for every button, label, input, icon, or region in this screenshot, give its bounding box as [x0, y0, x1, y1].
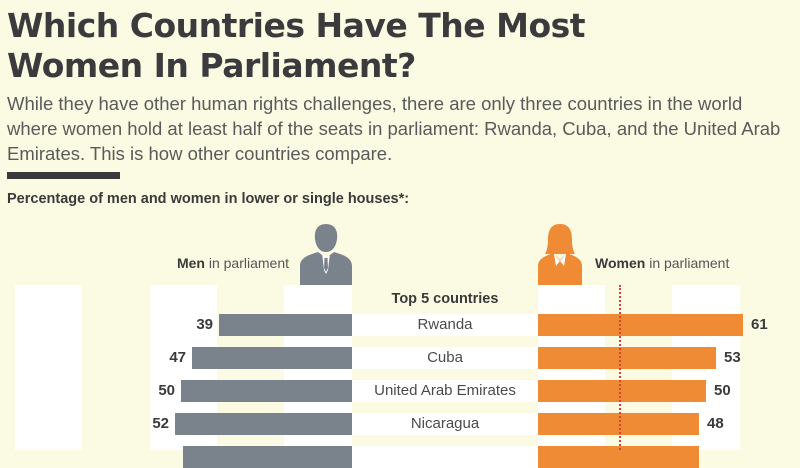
country-label: Nicaragua [410, 415, 480, 432]
women-bar [538, 347, 716, 369]
country-label: Rwanda [417, 316, 473, 333]
man-silhouette-icon [300, 224, 352, 285]
women-legend-label: Women in parliament [595, 255, 729, 271]
men-value-label: 52 [152, 415, 169, 432]
men-legend-rest: in parliament [204, 255, 289, 271]
women-value-label: 48 [707, 415, 724, 432]
women-bar [538, 380, 706, 402]
country-label: Cuba [427, 349, 463, 366]
title-line-2: Women In Parliament? [7, 46, 416, 85]
title-line-1: Which Countries Have The Most [7, 6, 586, 45]
women-value-label: 61 [751, 316, 768, 333]
country-cell [352, 380, 538, 402]
country-label: United Arab Emirates [374, 382, 516, 399]
women-bar [538, 413, 699, 435]
women-value-label: 50 [714, 382, 731, 399]
men-bar [181, 380, 352, 402]
woman-silhouette-icon [538, 224, 582, 285]
country-cell [352, 413, 538, 435]
country-cell [352, 314, 538, 336]
men-legend-label: Men in parliament [177, 255, 289, 271]
column-stripe [15, 285, 82, 450]
men-bar [219, 314, 352, 336]
page-title: Which Countries Have The Most Women In P… [7, 6, 586, 86]
men-value-label: 39 [196, 316, 213, 333]
country-cell [352, 446, 538, 468]
women-bar [538, 314, 743, 336]
country-cell [352, 347, 538, 369]
chart-subtitle: Percentage of men and women in lower or … [7, 191, 410, 207]
women-value-label: 53 [724, 349, 741, 366]
women-legend-rest: in parliament [645, 255, 730, 271]
divider-bar [7, 172, 120, 179]
men-value-label: 47 [169, 349, 186, 366]
reference-dotted-line [619, 285, 621, 450]
men-bar-partial [183, 446, 352, 468]
intro-text: While they have other human rights chall… [7, 93, 781, 164]
men-legend-bold: Men [176, 255, 205, 271]
men-bar [175, 413, 352, 435]
category-header: Top 5 countries [391, 291, 499, 307]
men-bar [192, 347, 352, 369]
men-value-label: 50 [158, 382, 175, 399]
women-legend-bold: Women [595, 255, 646, 271]
